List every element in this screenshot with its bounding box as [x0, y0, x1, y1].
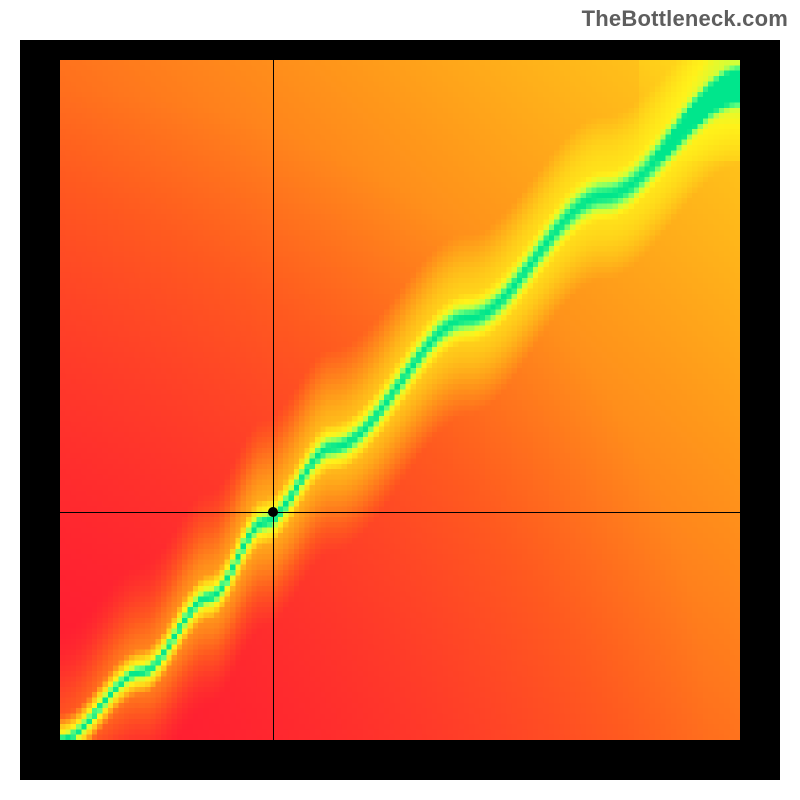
plot-inner — [60, 60, 740, 740]
heatmap-canvas — [60, 60, 740, 740]
watermark-text: TheBottleneck.com — [582, 6, 788, 32]
root-container: TheBottleneck.com — [0, 0, 800, 800]
crosshair-vertical — [273, 60, 274, 740]
plot-frame — [20, 40, 780, 780]
crosshair-horizontal — [60, 512, 740, 513]
crosshair-marker — [268, 507, 278, 517]
